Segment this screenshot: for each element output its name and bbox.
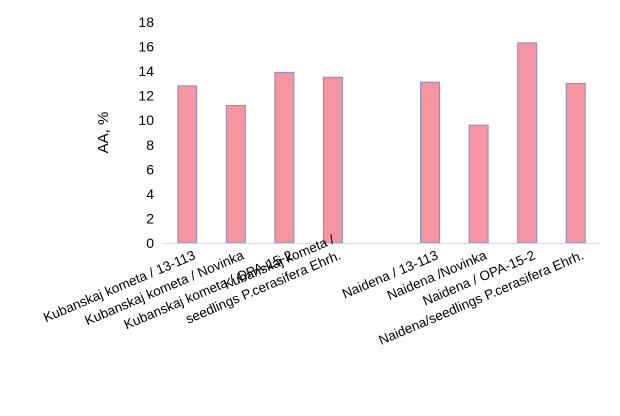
- y-tick-label: 8: [146, 137, 154, 153]
- y-tick-label: 2: [146, 210, 154, 226]
- bar: [468, 124, 489, 244]
- bar: [177, 85, 198, 244]
- y-tick-label: 16: [138, 39, 154, 55]
- y-axis-ticks: 0 2 4 6 8 10 12 14 16 18: [138, 14, 154, 251]
- bars: [177, 42, 586, 244]
- y-tick-label: 0: [146, 235, 154, 251]
- y-tick-label: 18: [138, 14, 154, 30]
- y-tick-label: 14: [138, 63, 154, 79]
- bar: [322, 76, 343, 244]
- bar: [420, 81, 441, 244]
- bar: [225, 104, 246, 244]
- bar: [274, 71, 295, 244]
- bar: [565, 82, 586, 244]
- y-tick-label: 4: [146, 186, 154, 202]
- y-tick-label: 10: [138, 112, 154, 128]
- y-tick-label: 12: [138, 88, 154, 104]
- y-axis-title: AA, %: [95, 112, 112, 154]
- y-tick-label: 6: [146, 161, 154, 177]
- bar: [517, 42, 538, 244]
